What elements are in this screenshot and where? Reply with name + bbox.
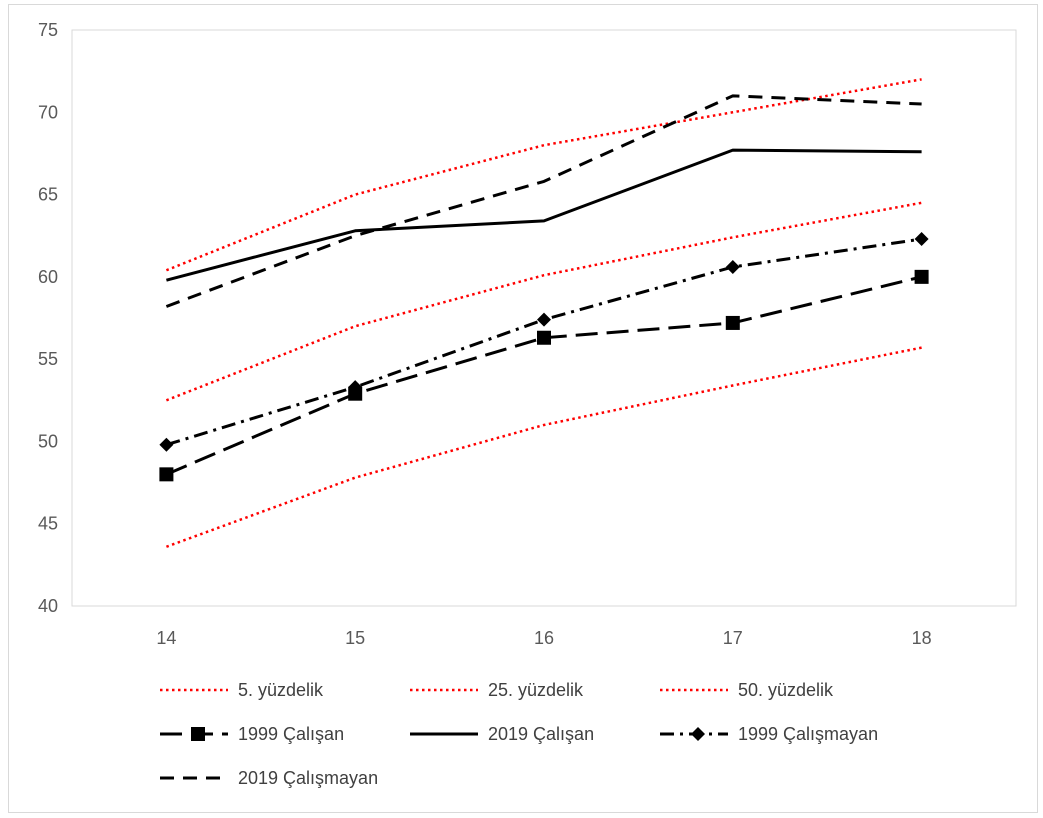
legend-1999-calismayan-marker [691,727,705,741]
series-1999-calismayan-marker [914,232,929,247]
legend-2019-calisan: 2019 Çalışan [410,724,594,744]
y-tick-label: 65 [38,185,58,205]
legend-5-yuzdelik: 5. yüzdelik [160,680,324,700]
legend-25-yuzdelik: 25. yüzdelik [410,680,584,700]
legend-1999-calisan-label: 1999 Çalışan [238,724,344,744]
series-1999-calismayan-marker [725,259,740,274]
legend-1999-calisan: 1999 Çalışan [160,724,344,744]
series-25-yuzdelik-line [165,201,922,402]
y-tick-label: 70 [38,102,58,122]
series-1999-calismayan-marker [537,312,551,327]
legend-50-yuzdelik: 50. yüzdelik [660,680,834,700]
legend-2019-calisan-label: 2019 Çalışan [488,724,594,744]
series-1999-calisan-marker [537,330,551,345]
series-50-yuzdelik-line [165,78,922,272]
y-tick-label: 45 [38,514,58,534]
series-5-yuzdelik-line [165,346,922,548]
legend-5-yuzdelik-label: 5. yüzdelik [238,680,324,700]
chart-frame [8,4,1038,813]
y-tick-label: 60 [38,267,58,287]
series-1999-calisan-line [165,275,922,476]
series-markers [159,232,929,482]
series-2019-calisan-line [166,148,922,282]
legend-2019-calismayan-label: 2019 Çalışmayan [238,768,378,788]
legend-50-yuzdelik-label: 50. yüzdelik [738,680,834,700]
series-1999-calisan-marker [159,467,174,482]
y-axis-ticks: 40 45 50 55 60 65 70 75 [38,20,58,616]
plot-area [71,29,1017,607]
series-1999-calismayan-marker [159,437,174,452]
x-tick-label: 16 [534,628,554,648]
legend-1999-calismayan: 1999 Çalışmayan [660,724,878,744]
x-tick-label: 18 [912,628,932,648]
series-2019-calismayan-line [165,94,922,308]
y-tick-label: 40 [38,596,58,616]
legend-1999-calismayan-label: 1999 Çalışmayan [738,724,878,744]
legend: 5. yüzdelik 25. yüzdelik 50. yüzdelik 1999 … [160,680,878,788]
legend-25-yuzdelik-label: 25. yüzdelik [488,680,584,700]
x-tick-label: 15 [345,628,365,648]
x-tick-label: 14 [156,628,176,648]
legend-2019-calismayan: 2019 Çalışmayan [160,768,378,788]
x-tick-label: 17 [723,628,743,648]
series-1999-calisan-marker [725,315,740,330]
y-tick-label: 75 [38,20,58,40]
series-1999-calismayan-marker [348,380,363,395]
legend-1999-calisan-marker [191,727,205,741]
x-axis-ticks: 14 15 16 17 18 [156,628,931,648]
y-tick-label: 55 [38,349,58,369]
series-1999-calisan-marker [914,269,929,284]
y-tick-label: 50 [38,431,58,451]
